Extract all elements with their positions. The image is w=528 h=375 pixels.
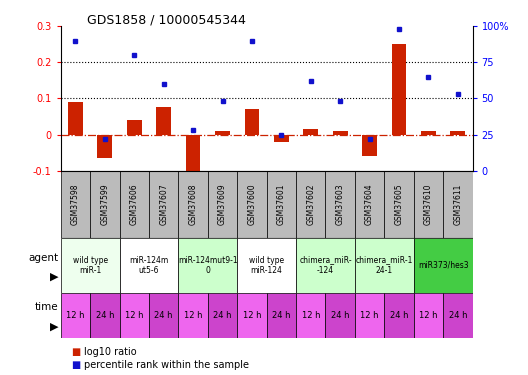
Bar <box>421 131 436 135</box>
Text: 12 h: 12 h <box>66 310 84 320</box>
Bar <box>384 171 414 238</box>
Bar <box>333 131 347 135</box>
Text: wild type
miR-124: wild type miR-124 <box>249 256 284 275</box>
Bar <box>208 171 237 238</box>
Bar <box>178 238 237 292</box>
Text: 12 h: 12 h <box>243 310 261 320</box>
Bar <box>414 171 443 238</box>
Bar <box>267 171 296 238</box>
Text: ▶: ▶ <box>50 321 58 331</box>
Bar <box>90 171 119 238</box>
Text: GSM37611: GSM37611 <box>454 184 463 225</box>
Bar <box>267 292 296 338</box>
Bar <box>68 102 83 135</box>
Bar <box>208 292 237 338</box>
Text: ▶: ▶ <box>50 272 58 282</box>
Text: ■: ■ <box>71 347 81 357</box>
Text: 24 h: 24 h <box>154 310 173 320</box>
Text: 24 h: 24 h <box>96 310 114 320</box>
Bar <box>149 171 178 238</box>
Text: GSM37605: GSM37605 <box>394 184 403 225</box>
Bar <box>414 292 443 338</box>
Bar <box>443 171 473 238</box>
Text: GSM37600: GSM37600 <box>248 184 257 225</box>
Bar <box>237 171 267 238</box>
Text: GSM37601: GSM37601 <box>277 184 286 225</box>
Bar <box>178 292 208 338</box>
Bar <box>178 171 208 238</box>
Bar <box>127 120 142 135</box>
Bar <box>119 238 178 292</box>
Text: GSM37609: GSM37609 <box>218 184 227 225</box>
Bar <box>362 135 377 156</box>
Text: percentile rank within the sample: percentile rank within the sample <box>84 360 250 370</box>
Bar <box>61 171 90 238</box>
Bar <box>244 109 259 135</box>
Bar <box>90 292 119 338</box>
Bar <box>384 292 414 338</box>
Bar <box>414 238 473 292</box>
Bar <box>61 292 90 338</box>
Text: log10 ratio: log10 ratio <box>84 347 137 357</box>
Bar <box>296 238 355 292</box>
Text: GSM37598: GSM37598 <box>71 184 80 225</box>
Bar <box>304 129 318 135</box>
Text: chimera_miR-
-124: chimera_miR- -124 <box>299 256 352 275</box>
Text: GDS1858 / 10000545344: GDS1858 / 10000545344 <box>87 13 246 26</box>
Text: GSM37602: GSM37602 <box>306 184 315 225</box>
Bar <box>355 171 384 238</box>
Text: agent: agent <box>28 253 58 263</box>
Bar <box>296 292 325 338</box>
Text: ■: ■ <box>71 360 81 370</box>
Text: 12 h: 12 h <box>419 310 438 320</box>
Bar <box>392 44 407 135</box>
Text: 12 h: 12 h <box>360 310 379 320</box>
Text: wild type
miR-1: wild type miR-1 <box>72 256 108 275</box>
Bar <box>119 171 149 238</box>
Bar <box>98 135 112 158</box>
Bar <box>156 108 171 135</box>
Bar <box>61 238 119 292</box>
Text: 12 h: 12 h <box>301 310 320 320</box>
Text: miR-124m
ut5-6: miR-124m ut5-6 <box>129 256 168 275</box>
Text: GSM37606: GSM37606 <box>130 184 139 225</box>
Bar <box>296 171 325 238</box>
Text: 24 h: 24 h <box>449 310 467 320</box>
Text: GSM37607: GSM37607 <box>159 184 168 225</box>
Text: GSM37604: GSM37604 <box>365 184 374 225</box>
Text: chimera_miR-1
24-1: chimera_miR-1 24-1 <box>356 256 413 275</box>
Text: miR373/hes3: miR373/hes3 <box>418 261 468 270</box>
Text: 12 h: 12 h <box>125 310 144 320</box>
Bar <box>237 238 296 292</box>
Bar <box>355 292 384 338</box>
Bar <box>355 238 414 292</box>
Bar <box>186 135 201 182</box>
Bar <box>325 171 355 238</box>
Bar <box>215 131 230 135</box>
Text: 24 h: 24 h <box>272 310 290 320</box>
Text: 24 h: 24 h <box>390 310 408 320</box>
Text: GSM37603: GSM37603 <box>336 184 345 225</box>
Text: miR-124mut9-1
0: miR-124mut9-1 0 <box>178 256 238 275</box>
Bar <box>450 131 465 135</box>
Bar <box>274 135 289 142</box>
Bar <box>149 292 178 338</box>
Bar <box>237 292 267 338</box>
Bar <box>119 292 149 338</box>
Text: time: time <box>34 303 58 312</box>
Text: GSM37599: GSM37599 <box>100 184 109 225</box>
Bar <box>325 292 355 338</box>
Text: 12 h: 12 h <box>184 310 202 320</box>
Bar <box>443 292 473 338</box>
Text: GSM37610: GSM37610 <box>424 184 433 225</box>
Text: 24 h: 24 h <box>213 310 232 320</box>
Text: 24 h: 24 h <box>331 310 350 320</box>
Text: GSM37608: GSM37608 <box>188 184 197 225</box>
